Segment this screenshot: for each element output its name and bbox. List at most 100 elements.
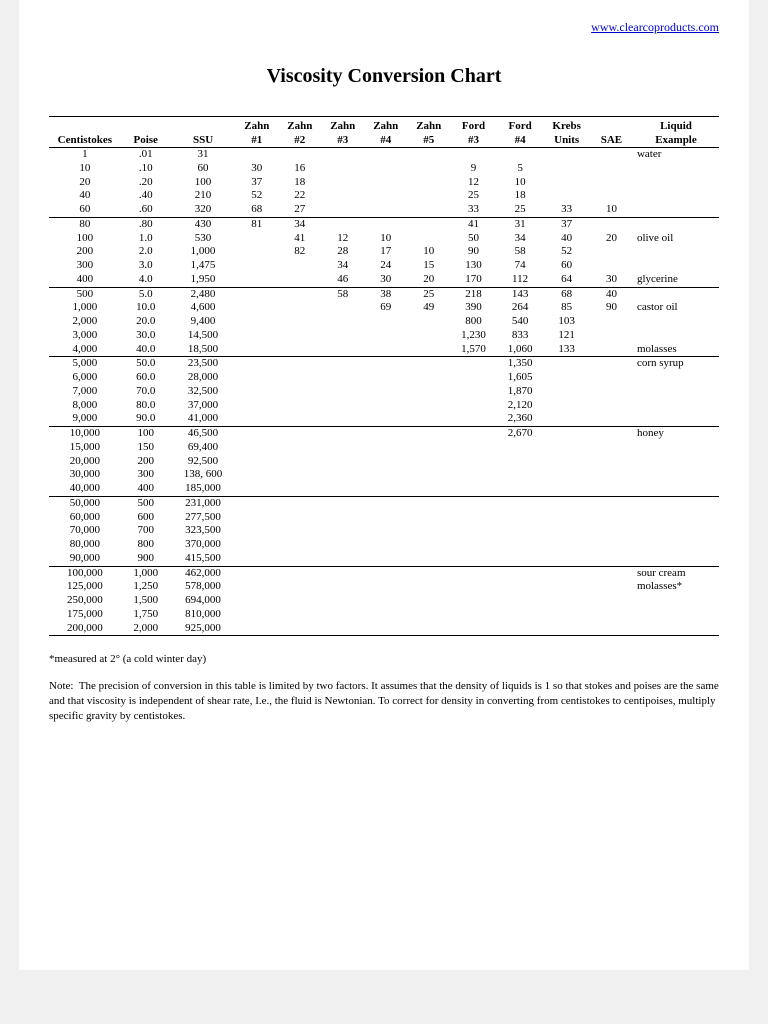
footnote: *measured at 2° (a cold winter day) (49, 652, 719, 667)
table-cell (407, 496, 450, 510)
table-cell (235, 343, 278, 357)
table-cell: 130 (450, 259, 497, 273)
table-cell: 28 (321, 245, 364, 259)
table-cell (321, 148, 364, 162)
table-cell: 9,000 (49, 412, 121, 426)
table-cell (543, 357, 590, 371)
table-cell: 100,000 (49, 566, 121, 580)
table-row: 15,00015069,400 (49, 441, 719, 455)
table-cell (407, 176, 450, 190)
table-cell (590, 496, 633, 510)
table-cell: 68 (235, 203, 278, 217)
table-cell: 143 (497, 287, 544, 301)
table-cell (364, 552, 407, 566)
table-cell: 100 (171, 176, 235, 190)
note-label: Note: (49, 680, 73, 692)
column-header-line1: Zahn (364, 119, 407, 133)
table-cell (590, 594, 633, 608)
table-cell (364, 371, 407, 385)
table-cell (497, 566, 544, 580)
table-cell: 323,500 (171, 524, 235, 538)
note-text: Note: The precision of conversion in thi… (49, 679, 719, 724)
table-cell: 3.0 (121, 259, 171, 273)
table-row: 125,0001,250578,000molasses* (49, 580, 719, 594)
table-cell: 17 (364, 245, 407, 259)
table-cell: glycerine (633, 273, 719, 287)
table-cell (450, 357, 497, 371)
table-cell: 694,000 (171, 594, 235, 608)
table-cell (543, 189, 590, 203)
table-cell (590, 148, 633, 162)
table-cell (590, 524, 633, 538)
table-cell: 10 (49, 162, 121, 176)
column-header-line1: Liquid (633, 119, 719, 133)
table-cell: 23,500 (171, 357, 235, 371)
table-cell: 2,360 (497, 412, 544, 426)
table-cell (278, 412, 321, 426)
table-cell (633, 538, 719, 552)
table-cell: 185,000 (171, 482, 235, 496)
table-cell: castor oil (633, 301, 719, 315)
table-cell (321, 371, 364, 385)
table-cell: 810,000 (171, 608, 235, 622)
table-cell (278, 148, 321, 162)
table-cell (633, 412, 719, 426)
table-cell (543, 594, 590, 608)
table-cell: 60,000 (49, 511, 121, 525)
table-cell (633, 399, 719, 413)
table-cell (590, 217, 633, 231)
table-cell: 300 (49, 259, 121, 273)
table-cell: 18 (497, 189, 544, 203)
table-cell: 30 (235, 162, 278, 176)
table-cell (407, 538, 450, 552)
table-cell: 10,000 (49, 427, 121, 441)
table-cell: 1,570 (450, 343, 497, 357)
table-row: 1,00010.04,60069493902648590castor oil (49, 301, 719, 315)
table-cell (450, 608, 497, 622)
table-cell (321, 217, 364, 231)
table-cell (278, 496, 321, 510)
table-cell (235, 580, 278, 594)
column-header-line2: SAE (590, 133, 633, 148)
table-cell: 2,670 (497, 427, 544, 441)
table-cell (278, 273, 321, 287)
table-cell (450, 427, 497, 441)
table-cell (590, 608, 633, 622)
table-cell: 530 (171, 232, 235, 246)
table-cell (407, 203, 450, 217)
table-cell (235, 455, 278, 469)
table-cell: 540 (497, 315, 544, 329)
table-cell: 2,000 (121, 622, 171, 636)
table-row: 100,0001,000462,000sour cream (49, 566, 719, 580)
table-cell: 210 (171, 189, 235, 203)
column-header-line2: #3 (450, 133, 497, 148)
table-cell: 58 (321, 287, 364, 301)
table-cell (235, 385, 278, 399)
table-cell: 500 (121, 496, 171, 510)
table-cell: 30 (364, 273, 407, 287)
table-cell (407, 329, 450, 343)
table-cell (407, 552, 450, 566)
table-cell (364, 399, 407, 413)
table-cell: 46 (321, 273, 364, 287)
table-cell (407, 412, 450, 426)
table-cell (497, 468, 544, 482)
table-cell (450, 455, 497, 469)
table-cell: 40 (49, 189, 121, 203)
table-cell: 30.0 (121, 329, 171, 343)
table-cell: 4,000 (49, 343, 121, 357)
table-cell: 90,000 (49, 552, 121, 566)
table-row: 40,000400185,000 (49, 482, 719, 496)
table-cell (278, 608, 321, 622)
table-cell (278, 427, 321, 441)
table-cell (364, 343, 407, 357)
table-cell (633, 259, 719, 273)
table-cell: 800 (121, 538, 171, 552)
source-link[interactable]: www.clearcoproducts.com (591, 20, 719, 34)
table-cell (633, 287, 719, 301)
table-header: ZahnZahnZahnZahnZahnFordFordKrebsLiquid … (49, 117, 719, 148)
table-cell (407, 385, 450, 399)
table-cell: 1,475 (171, 259, 235, 273)
table-cell (278, 329, 321, 343)
table-cell: 14,500 (171, 329, 235, 343)
